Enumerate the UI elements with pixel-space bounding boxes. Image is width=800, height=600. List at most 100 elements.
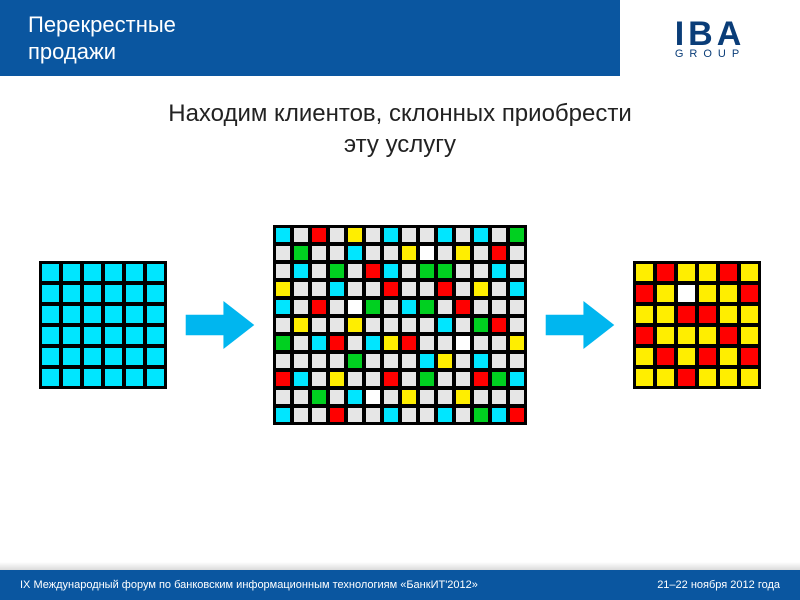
grid-cell — [62, 284, 81, 303]
grid-cell — [383, 245, 399, 261]
grid-cell — [635, 284, 654, 303]
grid-cell — [62, 305, 81, 324]
grid-cell — [455, 245, 471, 261]
grid-cell — [311, 227, 327, 243]
subtitle-line-2: эту услугу — [344, 131, 456, 158]
grid-cell — [329, 281, 345, 297]
subtitle-line-1: Находим клиентов, склонных приобрести — [168, 100, 632, 127]
grid-cell — [83, 305, 102, 324]
grid-cell — [329, 245, 345, 261]
grid-cell — [419, 263, 435, 279]
grid-cell — [473, 317, 489, 333]
grid-cell — [311, 389, 327, 405]
grid-cell — [62, 347, 81, 366]
grid-cell — [473, 371, 489, 387]
grid-cell — [419, 389, 435, 405]
grid-cell — [509, 353, 525, 369]
grid-cell — [473, 335, 489, 351]
grid-cell — [275, 371, 291, 387]
grid-cell — [41, 305, 60, 324]
grid-cell — [104, 284, 123, 303]
grid-cell — [365, 389, 381, 405]
grid-cell — [719, 263, 738, 282]
grid-cell — [509, 389, 525, 405]
grid-cell — [677, 305, 696, 324]
grid-cell — [419, 299, 435, 315]
grid-cell — [698, 305, 717, 324]
grid-cell — [740, 326, 759, 345]
grid-cell — [383, 227, 399, 243]
logo-area: IBA GROUP — [620, 0, 800, 76]
grid-cell — [275, 335, 291, 351]
grid-cell — [740, 263, 759, 282]
grid-cell — [41, 284, 60, 303]
grid-cell — [383, 335, 399, 351]
logo-sub: GROUP — [675, 49, 746, 60]
grid-cell — [740, 347, 759, 366]
grid-cell — [293, 227, 309, 243]
grid-cell — [509, 299, 525, 315]
company-logo: IBA GROUP — [675, 17, 746, 60]
grid-cell — [146, 263, 165, 282]
footer-event: IX Международный форум по банковским инф… — [20, 579, 657, 591]
footer-date: 21–22 ноября 2012 года — [657, 579, 780, 591]
title-line-2: продажи — [28, 39, 116, 64]
logo-main: IBA — [675, 17, 746, 51]
grid-cell — [509, 245, 525, 261]
grid-cell — [401, 281, 417, 297]
grid-cell — [146, 326, 165, 345]
grid-cell — [455, 371, 471, 387]
grid-cell — [719, 347, 738, 366]
grid-cell — [491, 389, 507, 405]
grid-cell — [311, 371, 327, 387]
grid-cell — [509, 335, 525, 351]
grid-cell — [419, 407, 435, 423]
grid-cell — [437, 371, 453, 387]
grid-cell — [401, 299, 417, 315]
grid-cell — [275, 263, 291, 279]
grid-cell — [437, 407, 453, 423]
grid-cell — [329, 353, 345, 369]
grid-cell — [656, 326, 675, 345]
grid-cell — [293, 407, 309, 423]
grid-cell — [104, 347, 123, 366]
grid-cell — [473, 263, 489, 279]
grid-cell — [275, 353, 291, 369]
grid-cell — [311, 281, 327, 297]
grid-cell — [740, 305, 759, 324]
grid-cell — [347, 317, 363, 333]
grid-cell — [41, 263, 60, 282]
grid-cell — [293, 335, 309, 351]
grid-cell — [419, 245, 435, 261]
grid-cell — [455, 317, 471, 333]
grid-cell — [635, 368, 654, 387]
slide-footer: IX Международный форум по банковским инф… — [0, 570, 800, 600]
arrow-icon — [545, 301, 615, 349]
grid-cell — [437, 389, 453, 405]
grid-cell — [104, 263, 123, 282]
grid-cell — [293, 281, 309, 297]
grid-cell — [437, 281, 453, 297]
grid-cell — [437, 299, 453, 315]
grid-cell — [329, 371, 345, 387]
grid-cell — [491, 317, 507, 333]
grid-cell — [419, 335, 435, 351]
grid-source — [39, 261, 167, 389]
grid-cell — [509, 227, 525, 243]
grid-cell — [473, 407, 489, 423]
grid-cell — [509, 407, 525, 423]
grid-cell — [401, 407, 417, 423]
grid-cell — [698, 284, 717, 303]
grid-cell — [719, 368, 738, 387]
grid-cell — [104, 326, 123, 345]
grid-cell — [491, 281, 507, 297]
grid-cell — [62, 326, 81, 345]
grid-cell — [635, 263, 654, 282]
grid-cell — [473, 353, 489, 369]
grid-cell — [347, 299, 363, 315]
grid-cell — [365, 263, 381, 279]
grid-cell — [383, 389, 399, 405]
grid-cell — [365, 353, 381, 369]
grid-cell — [455, 353, 471, 369]
grid-cell — [329, 263, 345, 279]
